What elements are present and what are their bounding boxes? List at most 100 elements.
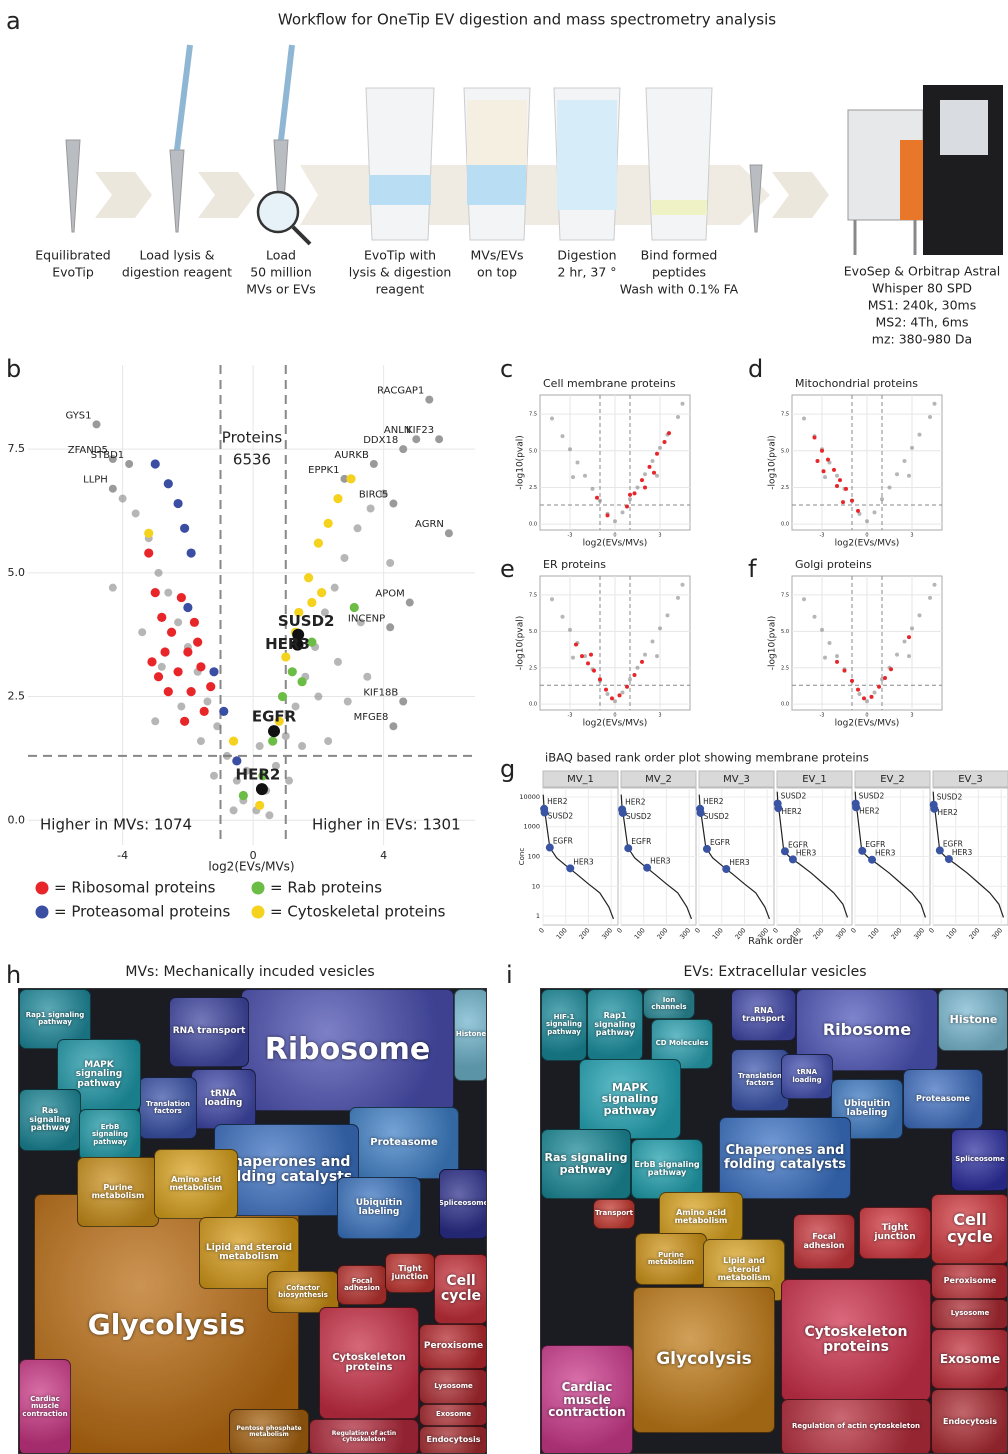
series-point xyxy=(580,654,584,659)
step-label: Wash with 0.1% FA xyxy=(620,282,739,297)
x-axis-label: log2(EVs/MVs) xyxy=(835,719,900,729)
treemap-cell: Translation factors xyxy=(139,1077,197,1139)
background-point xyxy=(560,614,565,619)
x-tick-label: -3 xyxy=(820,713,825,719)
treemap-label: Proteasome xyxy=(916,1093,970,1103)
treemap-cell: Cofactor biosynthesis xyxy=(267,1271,339,1313)
treemap-label: Histone xyxy=(949,1013,998,1027)
x-tick-label: 4 xyxy=(380,849,387,862)
treemap: Glycolysis Ribosome RNA transport tRNA load… xyxy=(18,988,487,1454)
y-tick-label: 1 xyxy=(536,912,540,920)
point-label: INCENP xyxy=(348,613,385,624)
x-tick-label: 300 xyxy=(990,926,1004,941)
treemap-cell: Regulation of actin cytoskeleton xyxy=(309,1419,419,1453)
x-tick-label: 200 xyxy=(655,926,669,941)
treemap-label: Cell cycle xyxy=(440,1273,482,1304)
treemap-label: Amino acid metabolism xyxy=(169,1174,223,1192)
background-point xyxy=(223,751,232,760)
treemap-cell: Cytoskeleton proteins xyxy=(781,1279,931,1401)
facet-strip xyxy=(542,770,619,788)
legend-swatch xyxy=(35,881,49,895)
treemap-label: HIF-1 signaling pathway xyxy=(545,1012,583,1036)
treemap-cell: Purine metabolism xyxy=(77,1157,159,1227)
treemap-cell: ErbB signaling pathway xyxy=(79,1109,141,1161)
treemap-title: MVs: Mechanically incuded vesicles xyxy=(125,964,374,980)
panel-label: h xyxy=(6,961,21,989)
protein-label: HER2 xyxy=(937,808,958,817)
treemap-cell: tRNA loading xyxy=(781,1054,833,1099)
treemap-cell: Exosome xyxy=(931,1329,1007,1389)
series-point xyxy=(258,771,268,781)
background-point xyxy=(857,691,862,696)
x-axis-label: log2(EVs/MVs) xyxy=(835,539,900,549)
background-point xyxy=(333,657,342,666)
labeled-point xyxy=(386,623,395,632)
step-label: Bind formed xyxy=(641,248,718,263)
treemap-cell: Cardiac muscle contraction xyxy=(541,1345,633,1453)
background-point xyxy=(902,459,907,464)
treemap-cell: Ras signaling pathway xyxy=(541,1129,631,1199)
background-point xyxy=(895,652,899,657)
treemap-cell: Tight junction xyxy=(859,1207,931,1259)
series-point xyxy=(173,667,183,677)
treemap-cell: Ras signaling pathway xyxy=(19,1089,81,1151)
protein-label: HER2 xyxy=(703,797,724,806)
series-point xyxy=(193,637,203,647)
series-point xyxy=(157,612,167,622)
x-tick-label: 3 xyxy=(658,713,661,719)
protein-point xyxy=(788,855,797,864)
treemap-label: Regulation of actin cytoskeleton xyxy=(791,1422,921,1431)
background-point xyxy=(635,485,640,490)
background-point xyxy=(605,691,610,696)
series-point xyxy=(610,696,614,701)
treemap-label: Proteasome xyxy=(370,1136,438,1148)
background-point xyxy=(643,472,647,477)
background-point xyxy=(340,553,349,562)
series-point xyxy=(307,597,317,608)
facet-strip xyxy=(698,770,775,788)
treemap-cell: Ubiquitin labeling xyxy=(337,1177,421,1239)
point-label: KIF18B xyxy=(363,687,398,698)
protein-point xyxy=(935,846,944,855)
background-point xyxy=(108,583,117,592)
labeled-point xyxy=(340,474,349,483)
x-tick-label: -3 xyxy=(568,713,573,719)
treemap-label: Ubiquitin labeling xyxy=(355,1197,403,1217)
treemap-cell: Lysosome xyxy=(931,1299,1007,1329)
background-point xyxy=(356,618,365,627)
protein-point xyxy=(618,808,627,817)
series-point xyxy=(838,478,842,483)
background-point xyxy=(655,473,659,478)
step-label: MS2: 4Th, 6ms xyxy=(876,315,969,330)
series-point xyxy=(632,491,637,496)
x-tick-label: 300 xyxy=(834,926,848,941)
series-point xyxy=(605,513,610,518)
treemap-cell: Chaperones and folding catalysts xyxy=(719,1117,851,1199)
series-point xyxy=(349,602,359,613)
chart-title: Cell membrane proteins xyxy=(543,377,676,390)
background-point xyxy=(177,702,186,711)
labeled-point xyxy=(399,445,408,454)
y-tick-label: 0.0 xyxy=(529,522,537,528)
flow-arrow xyxy=(772,172,829,218)
protein-point xyxy=(868,855,877,864)
treemap-cell: Cytoskeleton proteins xyxy=(319,1307,419,1419)
treemap-cell: RNA transport xyxy=(731,989,796,1041)
treemap-label: Cardiac muscle contraction xyxy=(548,1380,626,1420)
treemap-label: Cofactor biosynthesis xyxy=(278,1283,328,1299)
treemap-cell: Pentose phosphate metabolism xyxy=(229,1409,309,1453)
treemap-cell: Cardiac muscle contraction xyxy=(19,1359,71,1453)
treemap-label: Cytoskeleton proteins xyxy=(804,1324,908,1355)
background-point xyxy=(820,627,824,632)
treemap-label: Tight junction xyxy=(391,1263,429,1281)
facet-title: EV_2 xyxy=(880,774,905,785)
series-point xyxy=(815,459,820,464)
background-point xyxy=(932,582,937,587)
series-point xyxy=(186,548,196,558)
y-tick-label: 0.0 xyxy=(781,522,789,528)
labeled-point xyxy=(389,722,398,731)
treemap-label: Ras signaling pathway xyxy=(29,1106,71,1133)
protein-point xyxy=(774,804,783,813)
series-point xyxy=(323,518,333,528)
point-label: AURKB xyxy=(334,450,369,461)
